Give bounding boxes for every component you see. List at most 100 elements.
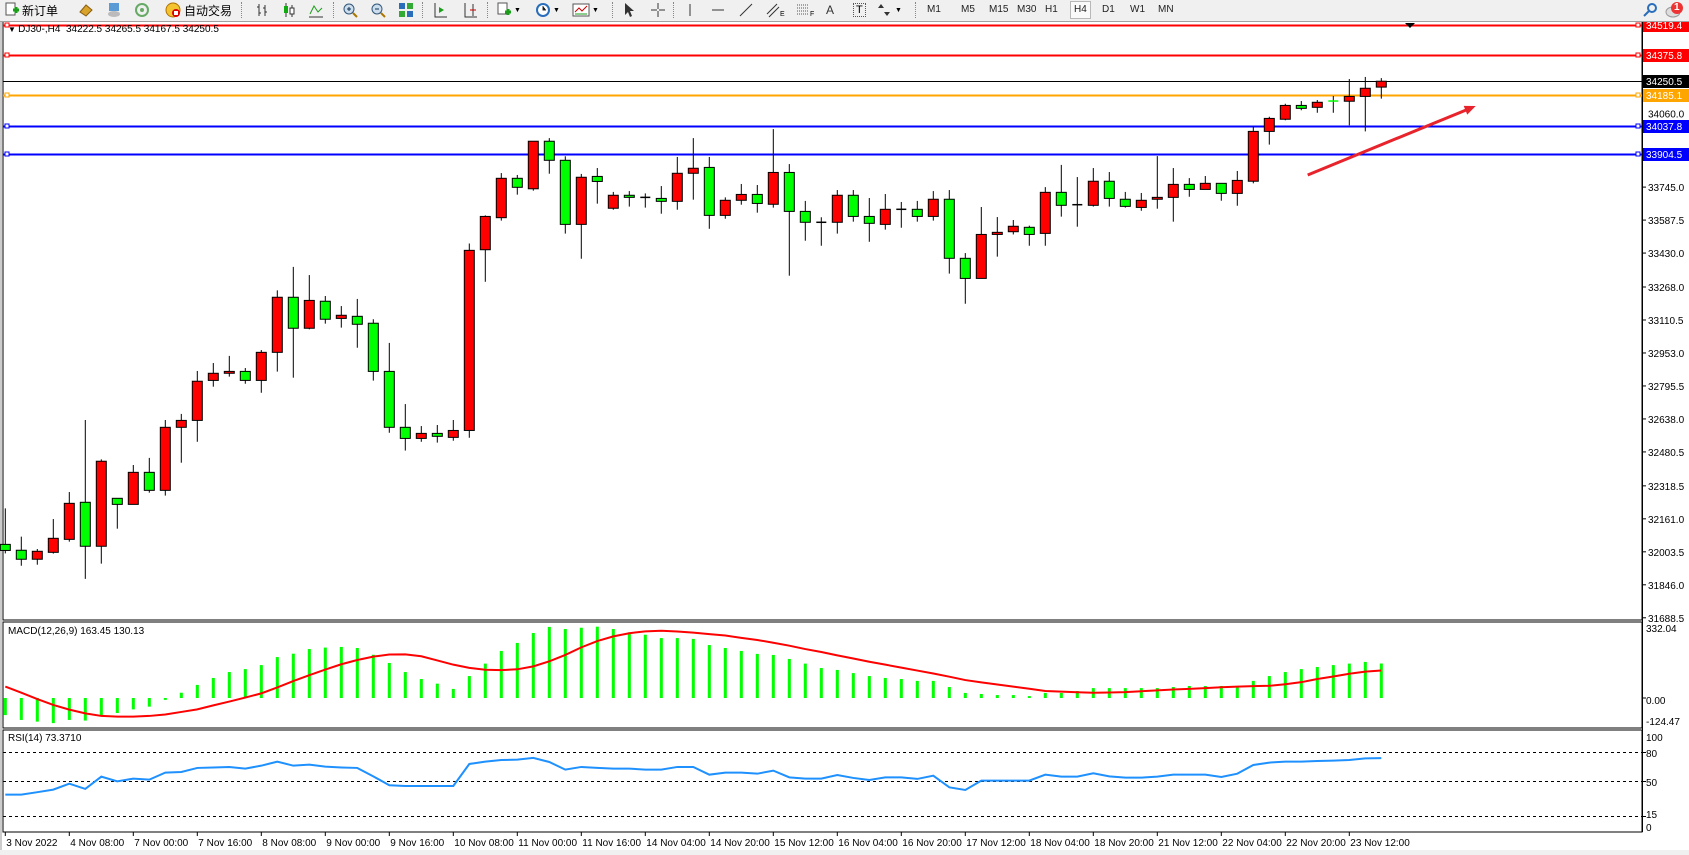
timeframe-w1[interactable]: W1 bbox=[1130, 4, 1145, 15]
candle bbox=[1359, 76, 1371, 132]
candle bbox=[495, 173, 507, 221]
candle-body bbox=[1007, 225, 1019, 233]
trendline-button[interactable] bbox=[738, 1, 754, 19]
candle bbox=[527, 140, 539, 191]
candle-body bbox=[1343, 95, 1355, 102]
macd-histogram-bar bbox=[1011, 695, 1015, 698]
candle-body bbox=[575, 176, 587, 225]
candle-body bbox=[959, 257, 971, 279]
candle-body bbox=[911, 208, 923, 217]
macd-histogram-bar bbox=[1043, 692, 1047, 698]
text-button[interactable]: T bbox=[853, 1, 866, 19]
equidistant-channel-button[interactable]: E bbox=[766, 1, 785, 19]
macd-histogram-bar bbox=[291, 653, 295, 698]
arrows-button[interactable]: ▼ bbox=[877, 1, 902, 19]
price-level-label-bg bbox=[1643, 148, 1689, 161]
bar-chart-button[interactable] bbox=[254, 1, 270, 19]
candle bbox=[1311, 99, 1323, 113]
timeframe-m30[interactable]: M30 bbox=[1017, 4, 1037, 15]
data-window-button[interactable] bbox=[106, 1, 122, 19]
macd-histogram-bar bbox=[771, 654, 775, 698]
search-icon bbox=[1643, 3, 1657, 17]
new-order-button[interactable]: 新订单 bbox=[4, 1, 58, 19]
macd-histogram-bar bbox=[451, 688, 455, 698]
timeframe-mn[interactable]: MN bbox=[1158, 4, 1174, 15]
candle-body bbox=[1279, 104, 1291, 120]
templates-button[interactable]: ▼ bbox=[572, 1, 599, 19]
line-handle-left bbox=[4, 151, 10, 157]
zoom-out-button[interactable] bbox=[370, 1, 386, 19]
tile-windows-button[interactable] bbox=[398, 1, 414, 19]
timeframe-h1[interactable]: H1 bbox=[1045, 4, 1058, 15]
rsi-pane bbox=[2, 729, 1643, 833]
text-label-button[interactable]: A bbox=[826, 1, 834, 19]
candle bbox=[207, 363, 219, 387]
vertical-line-button[interactable] bbox=[684, 1, 696, 19]
zoom-in-button[interactable] bbox=[342, 1, 358, 19]
macd-histogram-bar bbox=[499, 650, 503, 698]
candle-body bbox=[303, 299, 315, 329]
market-watch-button[interactable] bbox=[78, 1, 94, 19]
candle-body bbox=[623, 194, 635, 198]
candle-body bbox=[447, 429, 459, 438]
timeframe-m15[interactable]: M15 bbox=[989, 4, 1009, 15]
candle-body bbox=[1135, 199, 1147, 208]
gold-bars-icon bbox=[79, 4, 93, 17]
notifications-button[interactable]: 1 bbox=[1664, 1, 1684, 19]
macd-histogram-bar bbox=[707, 645, 711, 698]
timeframe-m1[interactable]: M1 bbox=[927, 4, 941, 15]
macd-histogram-bar bbox=[131, 698, 135, 710]
candle bbox=[287, 266, 299, 378]
rsi-axis-label: 0 bbox=[1646, 823, 1652, 834]
time-axis-label: 16 Nov 20:00 bbox=[902, 838, 962, 849]
horizontal-line-button[interactable] bbox=[710, 1, 726, 19]
indicators-button[interactable]: ▼ bbox=[496, 1, 521, 19]
line-chart-button[interactable] bbox=[308, 1, 324, 19]
candle bbox=[959, 253, 971, 304]
cursor-button[interactable] bbox=[621, 1, 637, 19]
candle bbox=[591, 168, 603, 204]
macd-histogram-bar bbox=[643, 634, 647, 698]
time-axis-label: 23 Nov 12:00 bbox=[1350, 838, 1410, 849]
candle-body bbox=[831, 194, 843, 223]
periods-button[interactable]: ▼ bbox=[535, 1, 560, 19]
candle-body bbox=[95, 460, 107, 547]
candle bbox=[1072, 177, 1083, 227]
candle bbox=[1103, 172, 1115, 207]
search-button[interactable] bbox=[1642, 1, 1658, 19]
zoom-out-icon bbox=[371, 3, 386, 18]
candlestick-chart-button[interactable] bbox=[281, 1, 297, 19]
candle-body bbox=[943, 198, 955, 259]
candle-body bbox=[511, 177, 523, 188]
candle bbox=[15, 536, 27, 566]
macd-histogram-bar bbox=[739, 650, 743, 698]
auto-trading-button[interactable]: 自动交易 bbox=[164, 1, 232, 19]
candle bbox=[463, 243, 475, 438]
price-level-label: 34519.4 bbox=[1646, 21, 1683, 32]
crosshair-button[interactable] bbox=[650, 1, 666, 19]
timeframe-d1[interactable]: D1 bbox=[1102, 4, 1115, 15]
timeframe-h4[interactable]: H4 bbox=[1070, 1, 1091, 19]
chart-shift-button[interactable] bbox=[462, 1, 478, 19]
timeframe-m5[interactable]: M5 bbox=[961, 4, 975, 15]
price-tick-label: 33745.0 bbox=[1648, 183, 1685, 194]
candle-body bbox=[783, 171, 795, 212]
macd-histogram-bar bbox=[1171, 687, 1175, 698]
price-level-label-bg bbox=[1643, 75, 1689, 88]
candle-body bbox=[1311, 101, 1323, 108]
candle-body bbox=[287, 296, 299, 329]
price-level-label-bg bbox=[1643, 120, 1689, 133]
navigator-button[interactable] bbox=[134, 1, 150, 19]
rsi-axis-label: 80 bbox=[1646, 749, 1658, 760]
add-indicator-icon bbox=[497, 2, 511, 15]
chat-bubble-icon bbox=[1665, 2, 1683, 18]
candle-body bbox=[271, 296, 283, 353]
auto-scroll-button[interactable] bbox=[432, 1, 448, 19]
collapse-triangle-icon[interactable]: ▼ bbox=[8, 25, 19, 34]
candle bbox=[735, 183, 747, 205]
candle-body bbox=[223, 370, 235, 374]
candle-body bbox=[239, 370, 251, 381]
candle bbox=[1215, 182, 1227, 201]
fibonacci-button[interactable]: F bbox=[796, 1, 814, 19]
